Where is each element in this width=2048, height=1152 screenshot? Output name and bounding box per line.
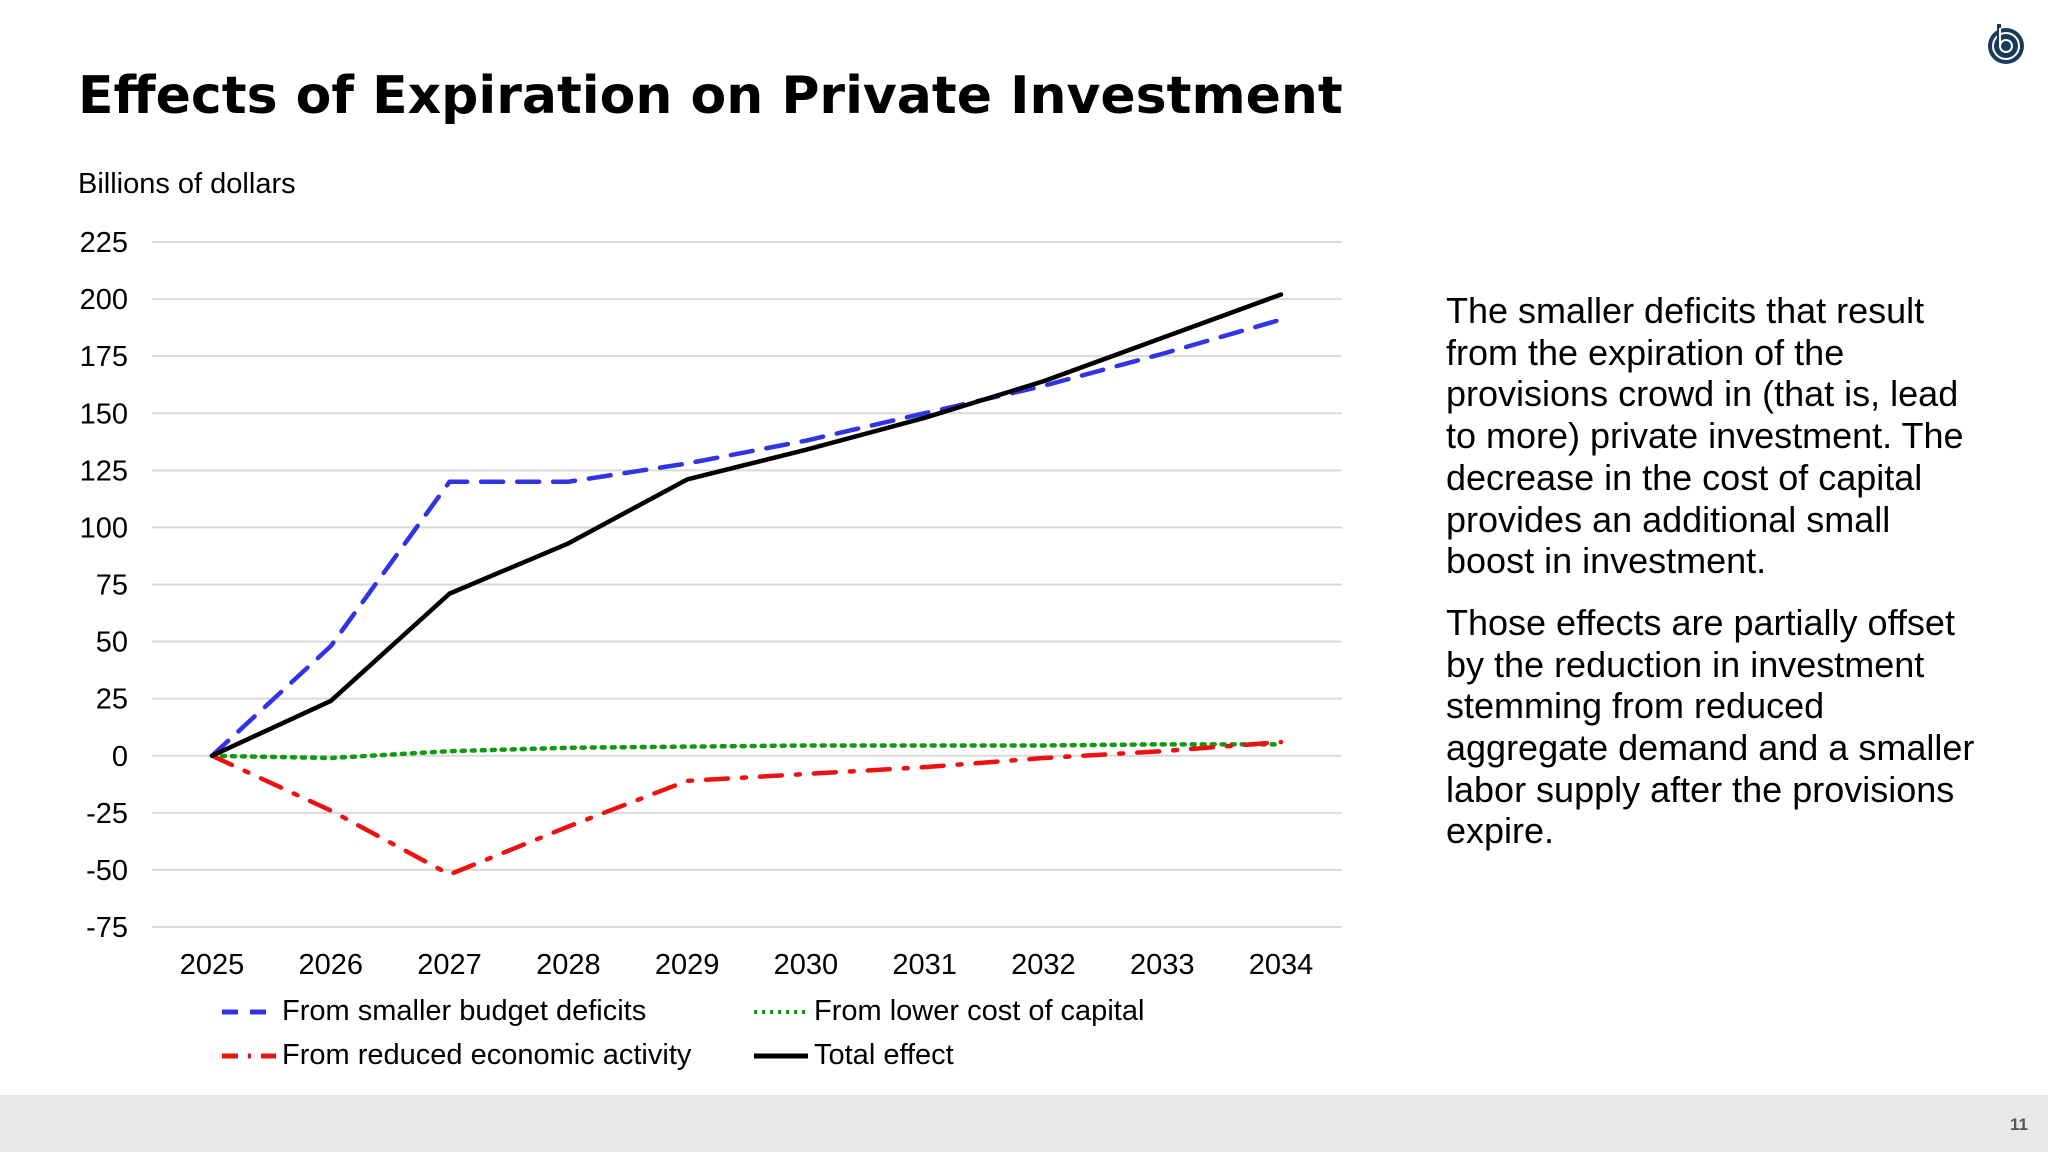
page-title: Effects of Expiration on Private Investm…	[78, 66, 1343, 126]
line-chart: 225 200 175 150 125 100 75 50 25 0 -25 -50 -75 2025 20…	[80, 227, 1342, 981]
x-tick-label: 2026	[299, 949, 364, 981]
legend-swatch-dashed	[222, 1009, 276, 1014]
legend-label: From lower cost of capital	[814, 995, 1145, 1027]
legend-swatch-solid	[754, 1053, 808, 1058]
x-tick-label: 2030	[774, 949, 839, 981]
explanation-paragraph-1: The smaller deficits that result from th…	[1446, 290, 1964, 582]
series-line-3	[209, 292, 1284, 758]
y-tick-label: -75	[86, 912, 128, 944]
x-tick-label: 2028	[536, 949, 601, 981]
page-number: 11	[2010, 1115, 2028, 1134]
y-tick-label: 100	[80, 512, 128, 544]
y-tick-label: -50	[86, 855, 128, 887]
x-tick-label: 2031	[892, 949, 957, 981]
footer-bar: 11	[0, 1095, 2048, 1152]
legend-label: Total effect	[814, 1039, 954, 1071]
x-tick-label: 2033	[1130, 949, 1195, 981]
y-tick-label: 75	[96, 570, 128, 602]
legend-item-economic-activity: From reduced economic activity	[220, 1039, 691, 1072]
y-tick-label: 150	[80, 398, 128, 430]
y-tick-label: 25	[96, 684, 128, 716]
legend-item-deficits: From smaller budget deficits	[220, 995, 646, 1028]
y-tick-label: 50	[96, 627, 128, 659]
x-tick-label: 2029	[655, 949, 720, 981]
y-axis-label: Billions of dollars	[78, 168, 296, 200]
x-tick-label: 2027	[417, 949, 482, 981]
legend-swatch-dashdot	[222, 1053, 276, 1058]
legend-item-total: Total effect	[752, 1039, 954, 1072]
legend-item-capital: From lower cost of capital	[752, 995, 1144, 1028]
legend-label: From smaller budget deficits	[282, 995, 647, 1027]
series-line-0	[209, 317, 1284, 758]
y-tick-label: -25	[86, 798, 128, 830]
explanation-paragraph-2: Those effects are partially offset by th…	[1446, 601, 1975, 852]
y-tick-label: 0	[112, 741, 128, 773]
y-tick-label: 125	[80, 455, 128, 487]
legend-label: From reduced economic activity	[282, 1039, 692, 1071]
series-line-1	[209, 742, 1284, 761]
x-tick-label: 2034	[1249, 949, 1314, 981]
series-line-2	[209, 739, 1284, 877]
explanation-text: The smaller deficits that result from th…	[1446, 290, 1986, 872]
x-tick-label: 2025	[180, 949, 245, 981]
y-tick-label: 225	[80, 227, 128, 259]
x-tick-label: 2032	[1011, 949, 1076, 981]
y-tick-label: 200	[80, 284, 128, 316]
legend-swatch-dotted	[754, 1009, 808, 1014]
bo-logo-icon	[1988, 24, 2024, 64]
y-tick-label: 175	[80, 341, 128, 373]
